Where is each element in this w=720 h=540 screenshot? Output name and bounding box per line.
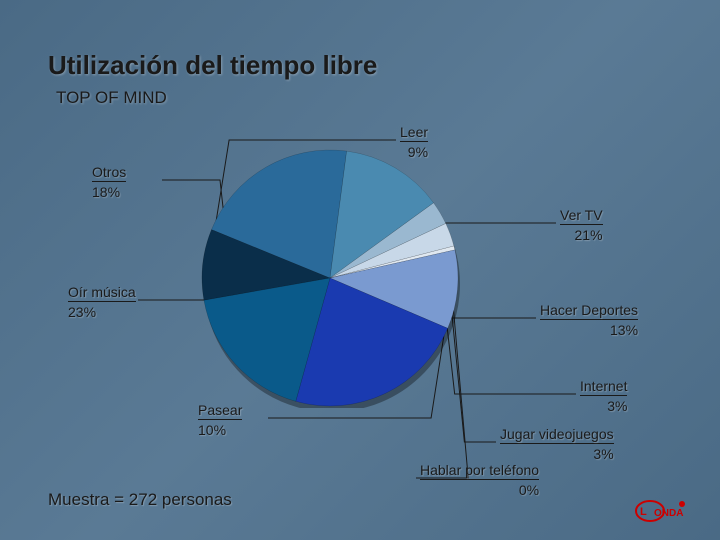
- svg-text:L: L: [640, 506, 647, 518]
- slice-label: Leer 9%: [400, 124, 428, 160]
- slice-label: Internet 3%: [580, 378, 627, 414]
- sample-footer: Muestra = 272 personas: [48, 490, 232, 510]
- slice-label: Oír música 23%: [68, 284, 136, 320]
- chart-title: Utilización del tiempo libre: [48, 50, 377, 81]
- slice-label-pct: 3%: [500, 446, 614, 462]
- slice-label-pct: 0%: [420, 482, 539, 498]
- svg-text:ONDA: ONDA: [654, 508, 683, 519]
- pie-chart: [200, 148, 460, 408]
- slice-label-pct: 13%: [540, 322, 638, 338]
- slice-label-pct: 21%: [560, 227, 603, 243]
- slice-label-name: Oír música: [68, 284, 136, 302]
- slice-label: Otros 18%: [92, 164, 126, 200]
- slice-label: Pasear 10%: [198, 402, 242, 438]
- slice-label-name: Otros: [92, 164, 126, 182]
- slice-label-pct: 18%: [92, 184, 126, 200]
- slice-label: Jugar videojuegos 3%: [500, 426, 614, 462]
- slice-label-pct: 23%: [68, 304, 136, 320]
- slice-label-pct: 3%: [580, 398, 627, 414]
- slice-label-pct: 9%: [400, 144, 428, 160]
- slice-label-pct: 10%: [198, 422, 242, 438]
- brand-logo: L ONDA: [632, 496, 702, 526]
- slice-label-name: Internet: [580, 378, 627, 396]
- chart-subtitle: TOP OF MIND: [56, 88, 167, 108]
- slice-label: Hacer Deportes 13%: [540, 302, 638, 338]
- slice-label-name: Leer: [400, 124, 428, 142]
- slice-label-name: Ver TV: [560, 207, 603, 225]
- slice-label: Hablar por teléfono 0%: [420, 462, 539, 498]
- slice-label: Ver TV 21%: [560, 207, 603, 243]
- slice-label-name: Hablar por teléfono: [420, 462, 539, 480]
- slice-label-name: Hacer Deportes: [540, 302, 638, 320]
- slice-label-name: Jugar videojuegos: [500, 426, 614, 444]
- slice-label-name: Pasear: [198, 402, 242, 420]
